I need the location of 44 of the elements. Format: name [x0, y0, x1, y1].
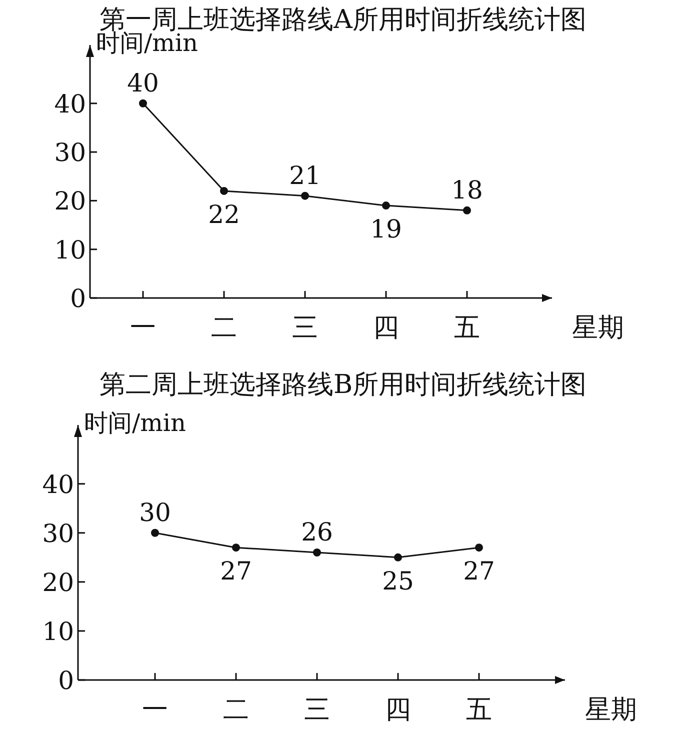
y-tick-label: 40: [54, 89, 86, 118]
point: [151, 528, 159, 537]
data-label: 27: [463, 556, 495, 586]
data-label: 18: [451, 175, 483, 204]
x-axis-title: 星期: [572, 313, 624, 343]
x-tick-label: 五: [454, 313, 480, 343]
y-axis-title: 时间/min: [84, 409, 186, 437]
data-label: 21: [289, 160, 321, 190]
point: [463, 206, 471, 214]
x-tick-label: 二: [211, 313, 237, 343]
chart-title: 第二周上班选择路线B所用时间折线统计图: [99, 370, 587, 400]
x-tick-label: 三: [292, 313, 318, 343]
y-tick-label: 0: [58, 666, 74, 695]
x-axis-title: 星期: [585, 695, 637, 725]
y-tick-label: 10: [54, 235, 86, 264]
data-label: 19: [370, 214, 402, 244]
x-tick-label: 二: [223, 695, 249, 725]
point: [475, 544, 483, 552]
y-tick-label: 0: [70, 284, 86, 313]
y-tick-label: 30: [54, 138, 86, 168]
point: [382, 202, 390, 210]
point: [220, 186, 228, 195]
x-tick-label: 三: [304, 695, 330, 725]
y-tick-label: 20: [42, 568, 74, 597]
data-label: 30: [139, 498, 171, 527]
point: [394, 553, 402, 562]
data-label: 25: [382, 566, 414, 596]
data-label: 26: [301, 518, 333, 546]
data-label: 40: [127, 68, 159, 98]
point: [139, 99, 147, 108]
data-label: 27: [220, 556, 252, 586]
x-tick-label: 一: [130, 313, 156, 343]
x-tick-label: 四: [385, 695, 411, 725]
x-tick-label: 五: [466, 695, 492, 725]
data-label: 22: [208, 200, 240, 229]
y-tick-label: 20: [54, 186, 86, 216]
y-tick-label: 30: [42, 518, 74, 548]
point: [313, 548, 321, 556]
y-tick-label: 10: [42, 616, 74, 646]
point: [232, 544, 240, 552]
y-tick-label: 40: [42, 470, 74, 499]
point: [301, 192, 309, 200]
x-tick-label: 一: [142, 695, 168, 725]
x-tick-label: 四: [373, 313, 399, 343]
